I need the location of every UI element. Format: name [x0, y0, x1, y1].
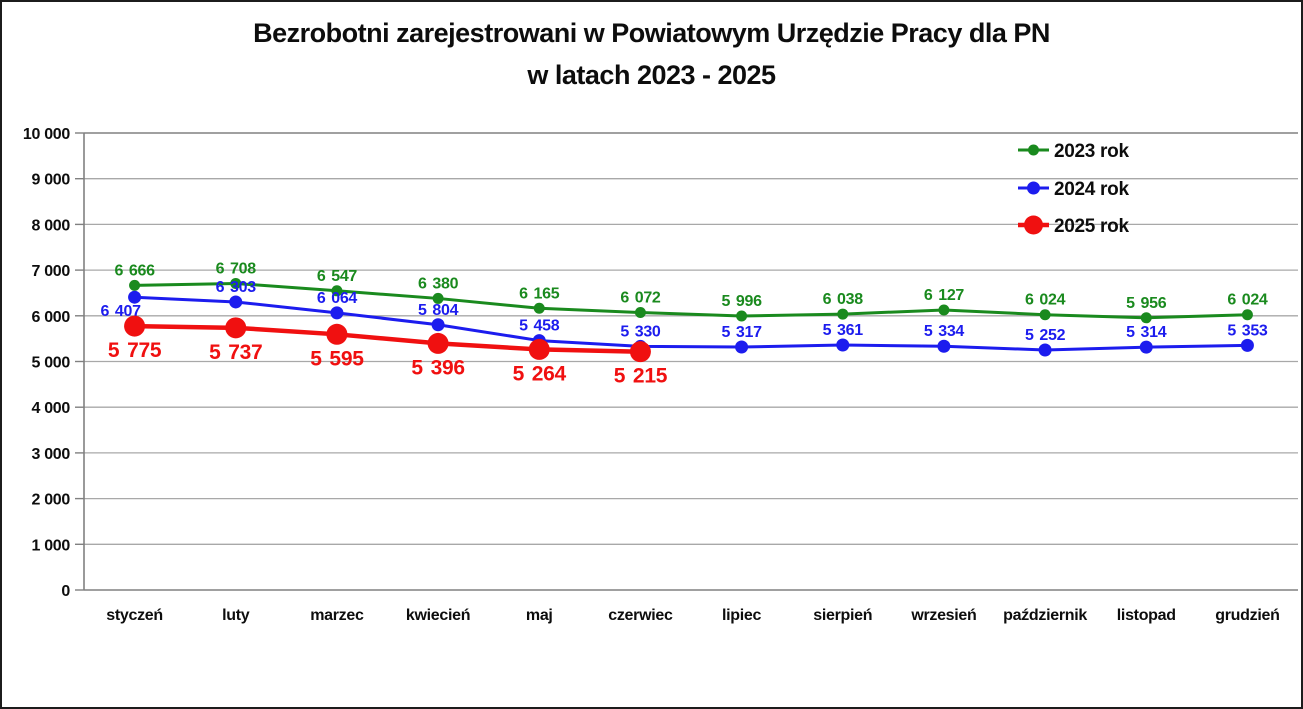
data-point-2024-4 [431, 318, 445, 332]
data-label-2024-6: 5 330 [620, 323, 661, 340]
legend-label-2025: 2025 rok [1054, 216, 1129, 237]
x-axis-label-12: grudzień [1215, 607, 1279, 624]
x-axis-label-10: październik [1003, 607, 1087, 624]
data-label-2024-10: 5 252 [1025, 327, 1066, 344]
data-point-2025-6 [629, 341, 651, 363]
data-point-2024-7 [735, 340, 749, 354]
data-point-2023-12 [1241, 309, 1253, 321]
data-label-2023-2: 6 708 [216, 260, 257, 277]
x-axis-label-4: kwiecień [406, 607, 470, 624]
data-label-2025-1: 5 775 [108, 339, 162, 362]
chart-title-line2: w latach 2023 - 2025 [527, 60, 776, 90]
data-label-2023-8: 6 038 [823, 291, 864, 308]
data-point-2024-8 [836, 338, 850, 352]
x-axis-label-6: czerwiec [608, 607, 673, 624]
data-point-2025-5 [528, 338, 550, 360]
data-label-2025-2: 5 737 [209, 341, 262, 364]
y-axis-label-9000: 9 000 [31, 172, 70, 189]
legend-label-2023: 2023 rok [1054, 141, 1129, 162]
data-label-2024-1: 6 407 [100, 303, 141, 320]
data-point-2023-7 [736, 310, 748, 322]
series-line-2024-rok [133, 295, 1249, 352]
y-axis-label-1000: 1 000 [31, 537, 70, 554]
data-label-2024-4: 5 804 [418, 302, 459, 319]
y-axis-label-3000: 3 000 [31, 446, 70, 463]
data-label-2023-7: 5 996 [721, 293, 762, 310]
data-point-2025-2 [225, 317, 247, 339]
data-point-2023-11 [1140, 312, 1152, 324]
data-label-2023-4: 6 380 [418, 275, 459, 292]
chart-title-line1: Bezrobotni zarejestrowani w Powiatowym U… [253, 18, 1050, 48]
data-point-2023-10 [1039, 309, 1051, 321]
data-point-2024-11 [1139, 340, 1153, 354]
y-axis-label-0: 0 [61, 583, 70, 600]
legend-marker-2024 [1027, 181, 1040, 195]
data-point-2024-10 [1038, 343, 1052, 357]
data-point-2024-2 [229, 295, 243, 309]
data-label-2024-3: 6 064 [317, 290, 358, 307]
data-point-2025-3 [326, 323, 348, 345]
data-label-2023-3: 6 547 [317, 268, 358, 285]
data-label-2025-4: 5 396 [411, 356, 464, 379]
data-point-2023-8 [837, 308, 849, 320]
x-axis-label-11: listopad [1117, 607, 1176, 624]
data-point-2023-2 [230, 277, 242, 289]
data-point-2024-12 [1240, 338, 1254, 352]
data-label-2024-7: 5 317 [721, 324, 762, 341]
legend-label-2024: 2024 rok [1054, 179, 1129, 200]
data-label-2024-11: 5 314 [1126, 324, 1167, 341]
y-axis-label-8000: 8 000 [31, 217, 70, 234]
data-point-2023-3 [331, 285, 343, 297]
data-label-2023-12: 6 024 [1227, 292, 1268, 309]
data-point-2025-1 [124, 315, 146, 337]
data-label-2024-9: 5 334 [924, 323, 965, 340]
x-axis-label-7: lipiec [722, 607, 762, 624]
chart-title: Bezrobotni zarejestrowani w Powiatowym U… [42, 12, 1261, 96]
data-label-2023-6: 6 072 [620, 290, 661, 307]
x-axis-label-2: luty [222, 607, 250, 624]
data-label-2023-5: 6 165 [519, 285, 560, 302]
data-label-2025-6: 5 215 [614, 365, 668, 388]
data-label-2024-12: 5 353 [1227, 322, 1268, 339]
data-point-2024-3 [330, 306, 344, 320]
data-label-2023-10: 6 024 [1025, 292, 1066, 309]
y-axis-label-6000: 6 000 [31, 309, 70, 326]
data-point-2024-9 [937, 339, 951, 353]
data-point-2023-9 [938, 304, 950, 316]
data-label-2024-5: 5 458 [519, 318, 560, 335]
y-axis-label-2000: 2 000 [31, 492, 70, 509]
series-line-2025-rok [132, 323, 643, 354]
x-axis-label-9: wrzesień [910, 607, 976, 624]
data-point-2023-5 [533, 302, 545, 314]
x-axis-label-8: sierpień [813, 607, 872, 624]
data-label-2025-3: 5 595 [310, 347, 364, 370]
x-axis-label-1: styczeń [106, 607, 163, 624]
y-axis-label-10000: 10 000 [23, 126, 71, 143]
data-label-2023-11: 5 956 [1126, 295, 1167, 312]
data-point-2023-6 [634, 307, 646, 319]
data-label-2024-2: 6 303 [216, 279, 257, 296]
y-axis-label-4000: 4 000 [31, 400, 70, 417]
data-label-2023-9: 6 127 [924, 287, 965, 304]
data-label-2024-8: 5 361 [823, 322, 864, 339]
x-axis-label-3: marzec [310, 607, 364, 624]
legend-marker-2025 [1024, 215, 1043, 235]
data-point-2025-4 [427, 332, 449, 354]
legend-marker-2023 [1028, 144, 1039, 156]
data-label-2025-5: 5 264 [513, 362, 567, 385]
y-axis-label-5000: 5 000 [31, 355, 70, 372]
data-point-2023-1 [129, 279, 141, 291]
series-line-2023-rok [133, 281, 1249, 320]
data-point-2023-4 [432, 292, 444, 304]
x-axis-label-5: maj [526, 607, 553, 624]
y-axis-label-7000: 7 000 [31, 263, 70, 280]
data-label-2023-1: 6 666 [114, 262, 155, 279]
data-point-2024-1 [128, 290, 142, 304]
